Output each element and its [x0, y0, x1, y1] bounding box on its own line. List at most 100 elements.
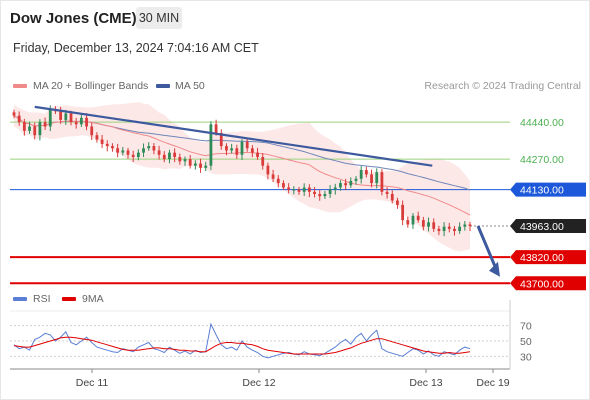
- candle-body: [323, 194, 327, 197]
- candle-body: [214, 124, 218, 134]
- candle-body: [126, 150, 130, 155]
- candle-body: [318, 194, 322, 197]
- timeframe-badge[interactable]: 30 MIN: [136, 7, 182, 29]
- candle-body: [38, 122, 42, 136]
- candle-body: [442, 226, 446, 232]
- candle-body: [43, 122, 47, 127]
- candle-body: [209, 124, 213, 166]
- candle-body: [453, 228, 456, 232]
- bollinger-band-fill: [14, 102, 470, 252]
- candle-body: [162, 154, 166, 160]
- rsi-tick-label: 50: [520, 336, 532, 348]
- candle-body: [225, 146, 228, 151]
- rsi-ma-legend-label: 9MA: [82, 293, 104, 305]
- rsi-tick-label: 30: [520, 351, 532, 363]
- candle-body: [344, 183, 348, 186]
- projection-arrow-line: [476, 225, 498, 270]
- candle-body: [287, 187, 291, 190]
- candle-body: [69, 113, 73, 123]
- rsi-legend-label: RSI: [33, 293, 51, 305]
- candle-body: [188, 159, 192, 166]
- candle-body: [370, 174, 373, 184]
- candle-body: [276, 178, 280, 184]
- candle-body: [328, 189, 332, 194]
- candle-body: [168, 152, 171, 160]
- candle-body: [339, 183, 342, 188]
- candle-body: [349, 180, 353, 186]
- candle-body: [33, 126, 37, 136]
- candle-body: [354, 178, 358, 181]
- candle-body: [219, 133, 223, 147]
- candle-body: [28, 126, 31, 131]
- candle-body: [74, 122, 78, 125]
- candle-body: [447, 226, 451, 229]
- candle-body: [111, 146, 114, 149]
- candle-body: [183, 159, 187, 162]
- candle-body: [421, 220, 425, 227]
- candle-body: [271, 174, 275, 179]
- candle-body: [59, 111, 63, 120]
- candle-body: [261, 156, 265, 166]
- level-tag-support: [510, 276, 586, 291]
- candle-body: [17, 115, 21, 123]
- candle-body: [292, 189, 296, 191]
- candle-body: [48, 109, 52, 127]
- candle-body: [95, 135, 99, 140]
- candle-body: [178, 156, 182, 162]
- rsi-line: [13, 322, 471, 359]
- rsi-legend-swatch: [13, 297, 27, 301]
- candle-body: [245, 141, 249, 149]
- candle-body: [250, 148, 254, 153]
- level-tag-pivot: [510, 182, 586, 197]
- candle-body: [147, 146, 151, 149]
- ma20-legend-swatch: [13, 84, 27, 88]
- candle-body: [411, 215, 415, 225]
- candle-body: [12, 112, 16, 116]
- candle-body: [157, 150, 161, 155]
- candle-body: [302, 187, 306, 192]
- candle-body: [385, 191, 389, 194]
- candle-body: [142, 148, 145, 153]
- instrument-title: Dow Jones (CME): [10, 10, 137, 27]
- trend-line: [34, 105, 433, 167]
- candle-body: [427, 222, 430, 227]
- rsi-tick-label: 70: [520, 321, 532, 333]
- level-label-pivot: 44130.00: [520, 185, 564, 197]
- candle-body: [437, 228, 441, 232]
- x-tick-label: Dec 12: [242, 377, 275, 389]
- datetime-label: Friday, December 13, 2024 7:04:16 AM CET: [13, 41, 259, 55]
- research-watermark: Research © 2024 Trading Central: [424, 80, 581, 92]
- candle-body: [85, 117, 88, 127]
- candle-body: [173, 152, 177, 157]
- candle-body: [136, 152, 140, 157]
- candle-body: [230, 148, 234, 151]
- candle-body: [22, 122, 26, 131]
- candle-body: [396, 200, 399, 205]
- candle-body: [282, 183, 285, 188]
- candle-body: [240, 141, 244, 155]
- candle-body: [204, 165, 208, 168]
- ma50-legend-label: MA 50: [175, 80, 205, 92]
- candle-body: [313, 191, 316, 194]
- candle-body: [256, 152, 259, 157]
- candle-body: [90, 126, 94, 136]
- level-tag-support: [510, 250, 586, 265]
- projection-arrow-head: [489, 261, 500, 277]
- x-tick-label: Dec 13: [409, 377, 442, 389]
- candle-body: [193, 163, 197, 166]
- candle-body: [152, 146, 156, 151]
- candle-body: [297, 189, 301, 192]
- rsi-ma-legend-swatch: [62, 297, 76, 301]
- candle-body: [375, 172, 379, 184]
- candle-body: [116, 148, 120, 153]
- rsi-ma-line: [13, 336, 471, 355]
- level-label-resistance: 44440.00: [520, 117, 564, 129]
- x-tick-label: Dec 11: [76, 377, 109, 389]
- candle-body: [401, 204, 405, 221]
- level-label-support: 43820.00: [520, 252, 564, 264]
- candle-body: [105, 143, 109, 147]
- level-label-resistance: 44270.00: [520, 154, 564, 166]
- candle-body: [235, 148, 239, 155]
- level-label-support: 43700.00: [520, 278, 564, 290]
